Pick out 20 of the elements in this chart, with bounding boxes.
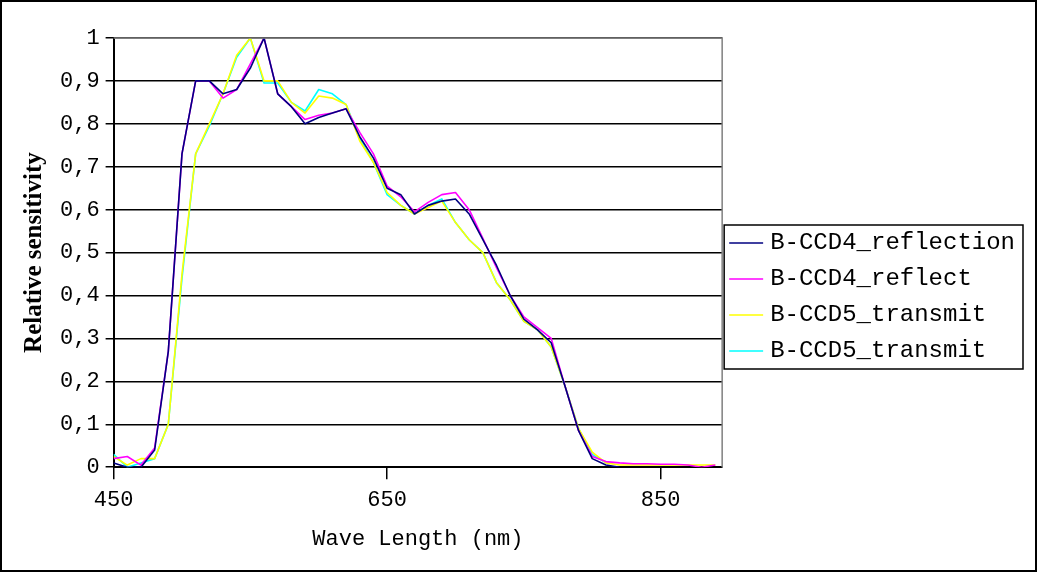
y-tick-label: 0,7 xyxy=(60,154,100,180)
y-tick-label: 0,8 xyxy=(60,111,100,137)
y-tick-label: 0,6 xyxy=(60,197,100,223)
legend-label: B-CCD4_reflect xyxy=(770,265,972,293)
legend-label: B-CCD5_transmit xyxy=(770,337,987,365)
y-tick-label: 0,1 xyxy=(60,412,100,438)
y-tick-label: 0,9 xyxy=(60,68,100,94)
y-tick-label: 0,5 xyxy=(60,240,100,266)
legend-label: B-CCD5_transmit xyxy=(770,301,987,329)
y-tick-label: 0,3 xyxy=(60,326,100,352)
legend-label: B-CCD4_reflection xyxy=(770,229,1015,257)
x-axis-title: Wave Length (nm) xyxy=(312,526,524,552)
x-tick-label: 850 xyxy=(640,488,681,514)
y-tick-label: 0,4 xyxy=(60,283,100,309)
x-tick-label: 450 xyxy=(93,488,134,514)
y-tick-label: 0,2 xyxy=(60,369,100,395)
y-axis-title: Relative sensitivity xyxy=(19,151,47,353)
y-tick-label: 1 xyxy=(86,25,100,51)
y-tick-label: 0 xyxy=(86,455,100,481)
x-tick-label: 650 xyxy=(367,488,407,514)
